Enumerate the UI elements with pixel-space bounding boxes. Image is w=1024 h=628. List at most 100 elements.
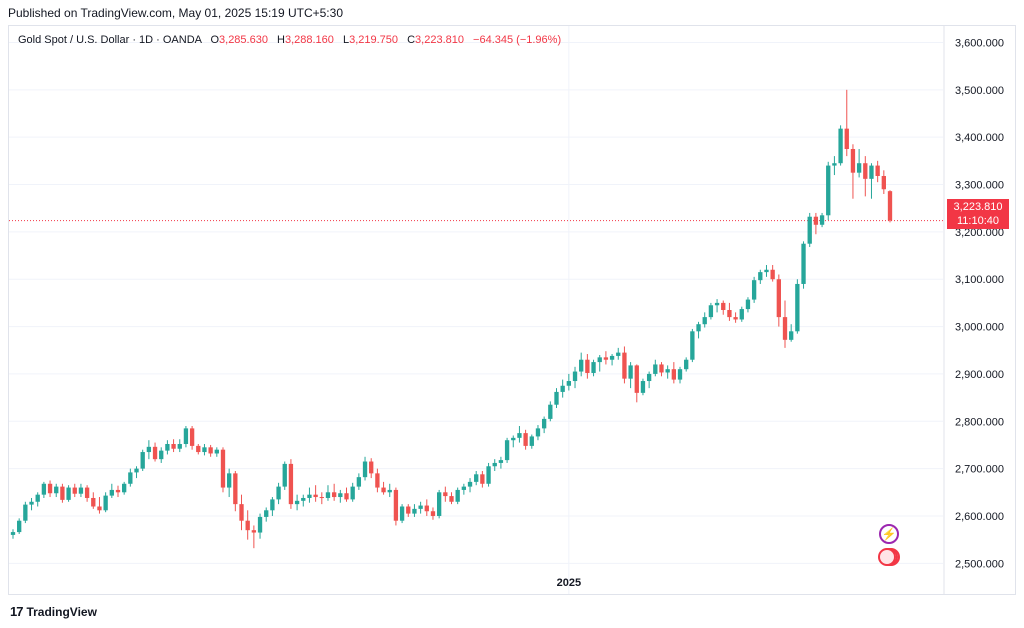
candle-body [128,472,133,484]
candle-body [560,385,565,392]
candle-body [356,477,362,487]
low-value: 3,219.750 [349,34,399,46]
candle-body [826,165,831,216]
candle-body [227,473,232,488]
candle-body [517,433,522,438]
candle-body [875,165,880,176]
candle-body [751,280,757,300]
candle-body [770,269,775,280]
bar-countdown: 11:10:40 [956,215,999,227]
candle-body [646,373,652,382]
candle-body [511,437,516,441]
candle-body [572,371,578,382]
candle-body [776,279,781,318]
candle-body [393,489,399,521]
candle-body [628,365,633,379]
candle-body [443,492,448,497]
candle-body [301,497,306,501]
candle-body [708,305,714,318]
lightning-icon[interactable]: ⚡ [879,524,899,544]
candle-body [331,492,337,498]
candle-body [714,302,720,306]
y-tick-label: 3,600.000 [955,37,1004,49]
last-price-value: 3,223.810 [953,201,1003,213]
candle-body [863,163,868,179]
candle-body [548,404,553,419]
candle-body [541,418,547,429]
candle-body [282,463,287,487]
candle-body [498,460,504,463]
candle-body [54,486,59,494]
candle-body [535,428,541,437]
candle-body [690,331,695,360]
y-tick-label: 3,200.000 [955,227,1004,239]
candle-body [288,463,294,505]
candle-body [294,500,300,505]
chart-frame[interactable] [8,25,1016,595]
candle-body [758,272,763,281]
candle-body [424,505,429,512]
candle-body [140,452,145,469]
candle-body [29,501,34,505]
candle-body [795,283,800,332]
candle-body [869,165,874,179]
published-header: Published on TradingView.com, May 01, 20… [8,6,343,20]
candle-body [319,497,324,499]
candle-body [233,473,238,505]
candle-body [381,487,386,493]
candle-body [183,428,189,445]
candle-body [369,461,374,474]
footer-logo[interactable]: 17 TradingView [10,604,97,619]
candle-body [523,433,528,446]
candle-body [616,352,621,356]
candle-body [245,520,250,531]
candle-body [721,302,726,310]
candle-body [177,444,182,449]
change-value: −64.345 (−1.96%) [473,34,562,46]
candle-body [609,355,615,360]
candle-body [196,445,201,453]
candle-body [634,365,639,393]
candle-body [455,489,460,502]
candle-body [677,369,683,380]
candle-body [739,309,744,320]
candle-body [251,530,257,533]
candle-body [189,428,195,446]
candle-body [492,462,497,467]
candle-body [418,505,423,509]
candle-body [653,364,658,374]
low-label: L [342,34,350,46]
candle-body [727,310,732,318]
candle-body [702,317,707,325]
candle-body [134,468,139,473]
candle-body [813,216,819,225]
candle-body [97,506,102,511]
candle-body [430,511,436,516]
candle-body [122,483,127,493]
candle-body [387,489,392,493]
candle-body [362,461,368,478]
candle-body [41,483,47,495]
candle-body [554,391,559,405]
candle-body [239,504,244,521]
candle-body [603,357,609,360]
footer-logo-text: TradingView [26,604,97,619]
candle-body [696,324,701,332]
close-label: C [407,34,416,46]
candle-body [109,489,114,496]
us-flag-icon[interactable] [878,548,900,568]
candle-body [856,163,862,173]
candle-body [622,352,627,379]
candle-body [78,487,84,494]
candle-body [850,149,856,173]
candle-body [412,508,417,514]
candle-body [474,474,479,482]
candle-body [665,369,670,373]
candle-body [844,128,849,150]
candle-body [344,493,349,500]
candle-body [350,486,355,500]
close-value: 3,223.810 [415,34,464,46]
y-tick-label: 2,900.000 [955,369,1004,381]
symbol-legend: Gold Spot / U.S. Dollar · 1D · OANDA O3,… [18,34,561,46]
